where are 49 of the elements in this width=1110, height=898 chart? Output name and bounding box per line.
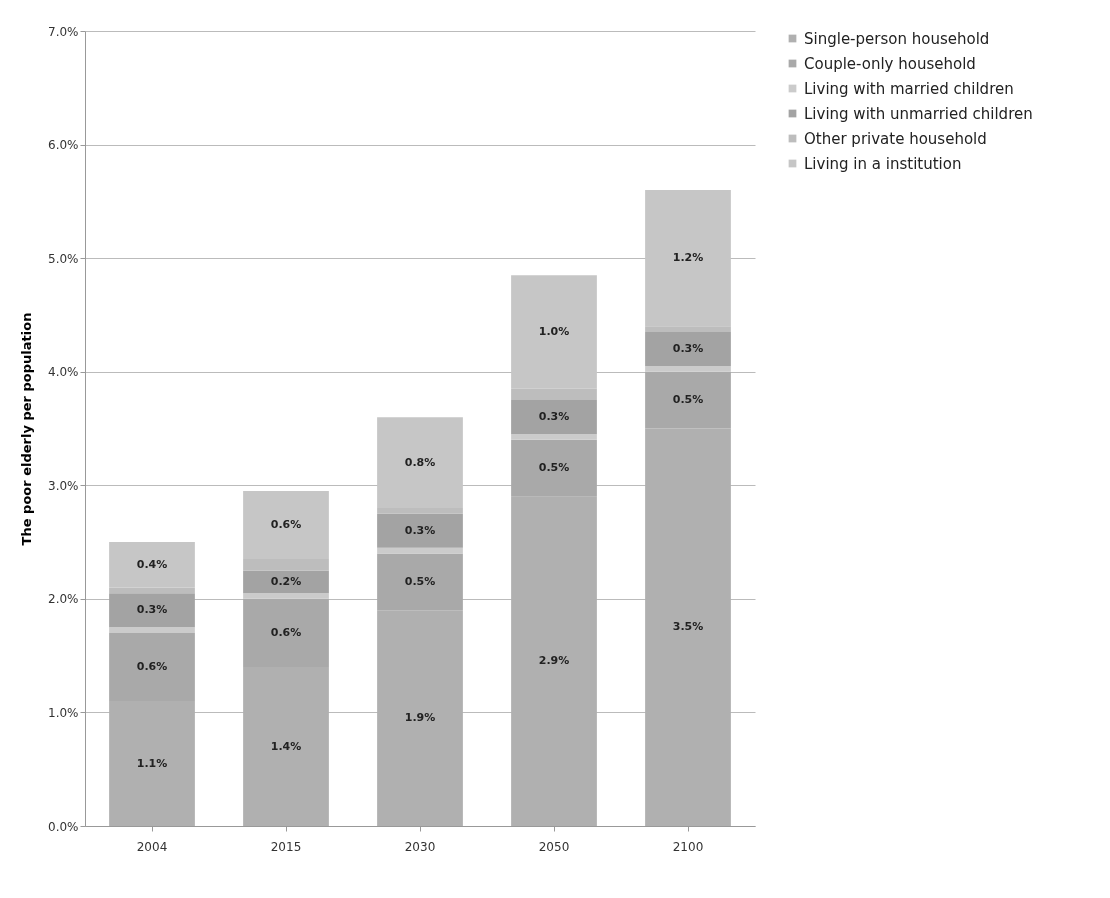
y-tick-label: 2.0% (48, 592, 79, 607)
legend-label: Living in a institution (804, 154, 962, 173)
legend-label: Single-person household (804, 29, 990, 48)
y-tick-label: 0.0% (48, 819, 79, 834)
y-tick-label: 6.0% (48, 138, 79, 153)
bar (645, 331, 731, 367)
y-tick-label: 1.0% (48, 705, 79, 720)
legend-label: Living with married children (804, 79, 1014, 98)
data-label: 1.4% (270, 739, 302, 753)
data-label: 0.6% (136, 660, 168, 673)
y-tick-label: 7.0% (48, 24, 79, 39)
bar (377, 513, 463, 548)
y-tick-label: 4.0% (48, 365, 79, 380)
x-tick-label: 2004 (136, 839, 168, 854)
data-label: 0.5% (404, 574, 436, 588)
legend-label: Living with unmarried children (804, 104, 1033, 123)
data-label: 0.6% (270, 625, 302, 639)
data-label: 0.5% (672, 393, 704, 407)
x-tick-label: 2100 (672, 839, 704, 854)
x-tick-label: 2030 (404, 839, 436, 854)
data-label: 0.6% (270, 518, 302, 532)
legend-label: Couple-only household (804, 54, 976, 73)
bar (511, 400, 597, 435)
bar (243, 570, 329, 594)
bar (511, 434, 597, 440)
data-label: 0.5% (538, 461, 570, 475)
y-tick-label: 5.0% (48, 251, 79, 266)
x-tick-label: 2050 (538, 839, 570, 854)
data-label: 1.0% (538, 324, 570, 338)
bar (109, 627, 195, 633)
data-label: 0.3% (672, 342, 704, 355)
legend-label: Other private household (804, 129, 987, 148)
y-tick-label: 3.0% (48, 478, 79, 493)
bar (243, 593, 329, 599)
data-label: 1.2% (672, 251, 704, 265)
bar (109, 593, 195, 628)
data-label: 0.8% (404, 455, 436, 469)
data-label: 0.2% (270, 574, 302, 588)
data-label: 0.3% (538, 410, 570, 424)
data-label: 0.4% (136, 557, 168, 571)
data-label: 0.3% (136, 603, 168, 617)
data-label: 1.9% (404, 711, 436, 725)
data-label: 0.3% (404, 523, 436, 537)
bar (645, 366, 731, 372)
data-label: 3.5% (672, 620, 704, 634)
data-label: 1.1% (136, 756, 168, 770)
y-axis-title: The poor elderly per population (19, 312, 35, 546)
x-tick-label: 2015 (270, 839, 302, 854)
data-label: 2.9% (538, 654, 570, 668)
